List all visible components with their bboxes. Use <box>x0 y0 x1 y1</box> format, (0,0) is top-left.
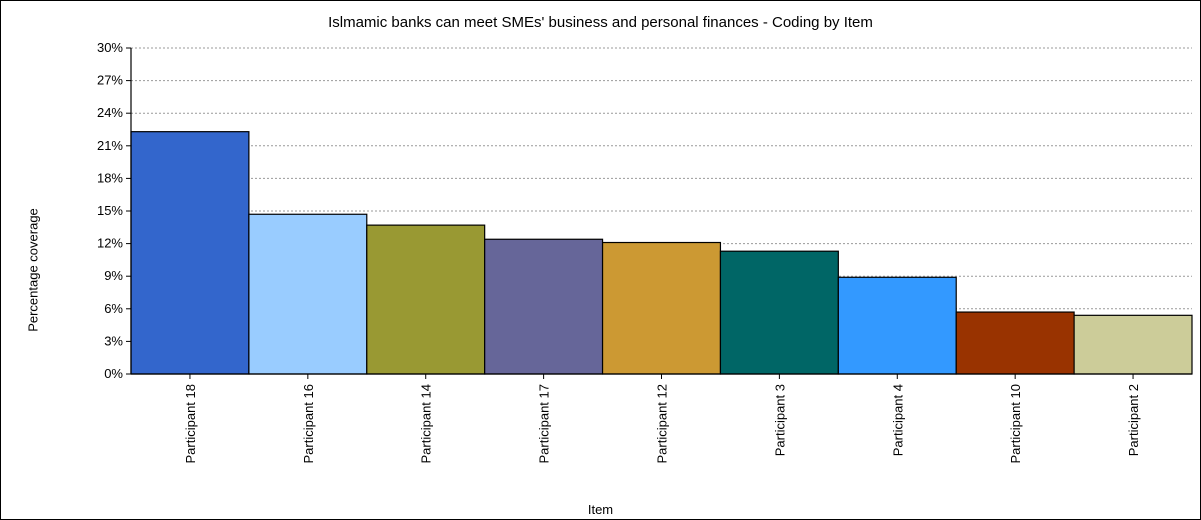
chart-title: Islmamic banks can meet SMEs' business a… <box>328 14 873 31</box>
x-tick-label: Participant 12 <box>655 384 670 464</box>
bar <box>130 131 250 375</box>
y-tick-label: 24% <box>97 105 123 120</box>
x-tick-label: Participant 16 <box>301 384 316 464</box>
y-tick-label: 3% <box>104 333 123 348</box>
x-tick-label: Participant 10 <box>1008 384 1023 464</box>
bar <box>955 311 1075 375</box>
y-tick-label: 15% <box>97 203 123 218</box>
x-tick-label: Participant 2 <box>1126 384 1141 456</box>
bar <box>484 238 604 375</box>
x-tick-label: Participant 4 <box>890 384 905 456</box>
y-tick-label: 27% <box>97 73 123 88</box>
axes: 0% 3% 6% 9% 12% 15% 18% 21% 24% 27% 30% Participant… <box>97 40 1192 464</box>
y-tick-label: 18% <box>97 170 123 185</box>
bar <box>719 250 839 375</box>
y-tick-label: 0% <box>104 366 123 381</box>
x-tick-label: Participant 17 <box>537 384 552 464</box>
bar <box>248 213 368 375</box>
x-axis-label: Item <box>587 502 614 517</box>
bars <box>130 131 1193 375</box>
y-tick-label: 21% <box>97 138 123 153</box>
bar <box>601 241 722 375</box>
x-tick-label: Participant 14 <box>419 384 434 464</box>
x-tick-label: Participant 18 <box>183 384 198 464</box>
y-tick-label: 9% <box>104 268 123 283</box>
y-tick-label: 30% <box>97 40 123 55</box>
bar <box>837 276 957 375</box>
bar <box>1073 314 1193 375</box>
bar <box>366 224 486 375</box>
x-tick-label: Participant 3 <box>772 384 787 456</box>
y-tick-label: 6% <box>104 301 123 316</box>
y-tick-label: 12% <box>97 236 123 251</box>
